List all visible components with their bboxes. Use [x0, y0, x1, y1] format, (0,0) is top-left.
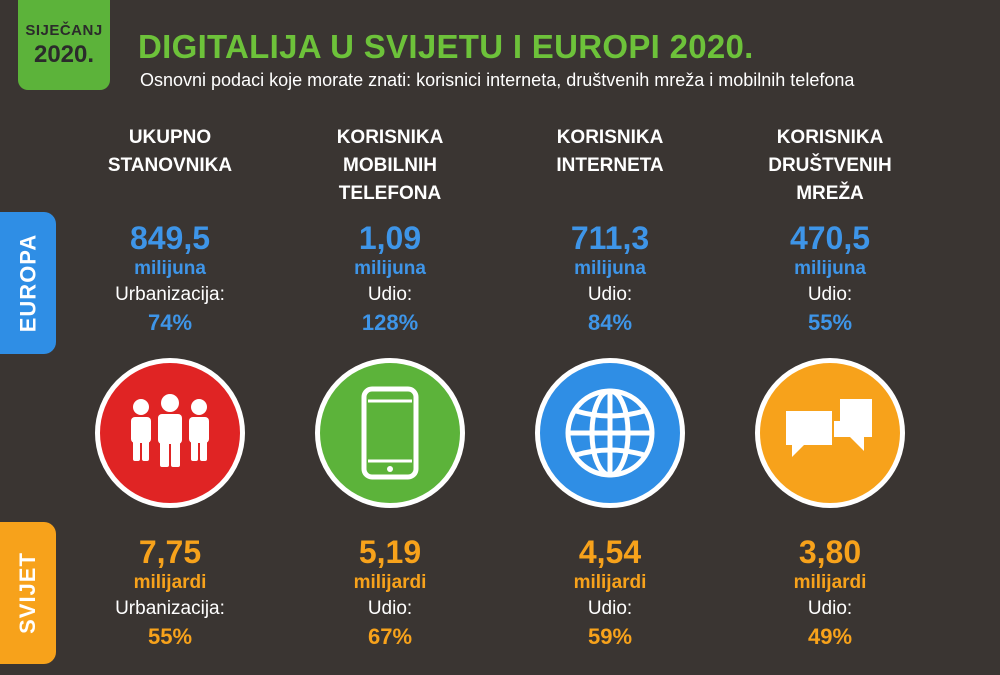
- column-header-line: MOBILNIH: [343, 155, 437, 176]
- stat-unit: milijardi: [573, 572, 647, 593]
- column-header-population: UKUPNO STANOVNIKA: [60, 124, 280, 180]
- stat-unit: milijuna: [794, 258, 866, 279]
- stat-unit: milijuna: [574, 258, 646, 279]
- chat-bubbles-icon: [755, 358, 905, 508]
- stat-label: Udio:: [367, 284, 413, 305]
- europe-stat-mobile: 1,09 milijuna Udio: 128%: [280, 220, 500, 338]
- europe-tab-label: EUROPA: [15, 233, 40, 333]
- stat-value: 5,19: [358, 534, 422, 570]
- stat-percent: 67%: [367, 624, 413, 649]
- column-header-line: TELEFONA: [338, 183, 442, 204]
- world-stat-social: 3,80 milijardi Udio: 49%: [720, 534, 940, 652]
- stat-value: 1,09: [358, 220, 422, 256]
- world-tab: SVIJET: [0, 522, 56, 664]
- page-title: DIGITALIJA U SVIJETU I EUROPI 2020.: [138, 28, 754, 65]
- stat-value: 849,5: [129, 220, 211, 256]
- column-header-line: MREŽA: [796, 183, 864, 204]
- column-header-mobile: KORISNIKA MOBILNIH TELEFONA: [280, 124, 500, 208]
- stat-unit: milijuna: [354, 258, 426, 279]
- stat-label: Udio:: [807, 284, 853, 305]
- stat-percent: 49%: [807, 624, 853, 649]
- stat-percent: 55%: [147, 624, 193, 649]
- stat-unit: milijuna: [134, 258, 206, 279]
- column-header-line: KORISNIKA: [336, 127, 444, 148]
- column-header-social: KORISNIKA DRUŠTVENIH MREŽA: [720, 124, 940, 208]
- date-year: 2020.: [33, 40, 95, 68]
- stat-value: 711,3: [570, 220, 650, 256]
- date-month: SIJEČANJ: [25, 21, 103, 39]
- column-header-line: DRUŠTVENIH: [768, 155, 892, 176]
- stat-percent: 55%: [807, 310, 853, 335]
- column-header-internet: KORISNIKA INTERNETA: [500, 124, 720, 180]
- stat-percent: 128%: [361, 310, 419, 335]
- stat-unit: milijardi: [133, 572, 207, 593]
- europe-stat-population: 849,5 milijuna Urbanizacija: 74%: [60, 220, 280, 338]
- stat-label: Urbanizacija:: [115, 598, 225, 619]
- europe-tab: EUROPA: [0, 212, 56, 354]
- europe-stat-internet: 711,3 milijuna Udio: 84%: [500, 220, 720, 338]
- column-header-line: INTERNETA: [556, 155, 664, 176]
- stat-label: Udio:: [807, 598, 853, 619]
- stat-label: Udio:: [367, 598, 413, 619]
- stat-percent: 84%: [587, 310, 633, 335]
- stat-label: Udio:: [587, 598, 633, 619]
- column-header-line: STANOVNIKA: [107, 155, 233, 176]
- stat-percent: 59%: [587, 624, 633, 649]
- column-header-line: KORISNIKA: [776, 127, 884, 148]
- people-icon: [95, 358, 245, 508]
- world-stat-internet: 4,54 milijardi Udio: 59%: [500, 534, 720, 652]
- stat-value: 3,80: [798, 534, 862, 570]
- world-stat-population: 7,75 milijardi Urbanizacija: 55%: [60, 534, 280, 652]
- mobile-phone-icon: [315, 358, 465, 508]
- stat-unit: milijardi: [793, 572, 867, 593]
- europe-stat-social: 470,5 milijuna Udio: 55%: [720, 220, 940, 338]
- column-header-line: KORISNIKA: [556, 127, 664, 148]
- stat-value: 4,54: [578, 534, 642, 570]
- page-subtitle: Osnovni podaci koje morate znati: korisn…: [140, 70, 855, 90]
- stat-value: 470,5: [789, 220, 871, 256]
- stat-label: Urbanizacija:: [115, 284, 225, 305]
- date-badge: SIJEČANJ 2020.: [18, 0, 110, 90]
- stat-unit: milijardi: [353, 572, 427, 593]
- world-stat-mobile: 5,19 milijardi Udio: 67%: [280, 534, 500, 652]
- world-tab-label: SVIJET: [15, 552, 40, 634]
- column-header-line: UKUPNO: [128, 127, 212, 148]
- stat-percent: 74%: [147, 310, 193, 335]
- stat-value: 7,75: [138, 534, 202, 570]
- stat-label: Udio:: [587, 284, 633, 305]
- globe-icon: [535, 358, 685, 508]
